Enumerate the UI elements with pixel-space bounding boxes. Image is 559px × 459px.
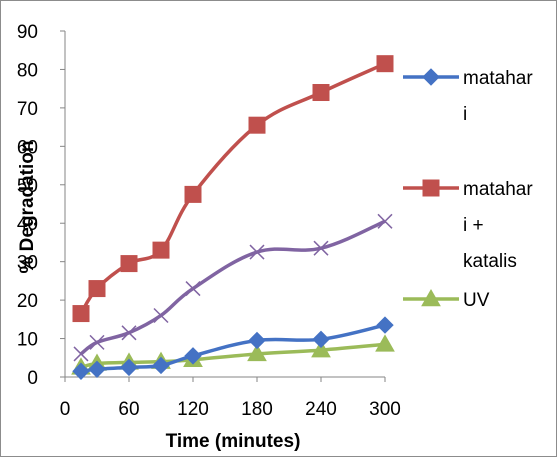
data-point-0-7 [376,316,394,334]
data-point-3-6 [311,340,331,358]
legend-entry-0: matahar i [403,68,533,125]
legend-label-line: i [463,104,467,125]
legend-swatch-marker [422,179,440,197]
data-point-3-5 [247,343,267,362]
x-tick-label-0: 0 [60,399,71,420]
y-tick-label-20: 20 [17,291,38,312]
y-tick-label-40: 40 [17,214,38,235]
x-axis-title: Time (minutes) [166,431,301,452]
data-point-0-1 [88,360,106,379]
series-line-2 [79,219,386,356]
data-point-1-1 [88,280,106,298]
data-point-0-4 [184,347,202,365]
y-tick-label-60: 60 [17,137,38,158]
data-point-1-7 [376,55,394,73]
data-point-1-5 [248,116,266,134]
data-point-1-2 [120,255,138,273]
data-point-2-3 [153,307,169,324]
legend: matahar i matahar i + katalis UV [403,68,533,311]
legend-entry-1: matahar i + katalis [403,179,533,272]
data-point-2-2 [121,325,137,341]
series-layer [71,55,395,380]
data-point-3-7 [375,334,395,352]
data-point-0-5 [248,331,266,350]
legend-swatch-marker [422,68,440,86]
x-tick-label-60: 60 [118,399,139,420]
series-1 [72,55,394,323]
y-tick-label-50: 50 [17,176,38,197]
data-point-2-6 [313,240,329,256]
legend-entry-3: UV [403,288,490,311]
y-tick-label-70: 70 [17,99,38,120]
legend-swatch-marker [421,288,441,307]
legend-label-line: matahar [463,179,533,200]
data-point-2-0 [73,346,89,362]
data-point-1-3 [152,241,170,259]
data-point-0-2 [120,358,138,377]
legend-label-line: katalis [463,251,517,272]
data-point-0-0 [72,362,90,380]
x-tick-label-180: 180 [241,399,273,420]
data-point-0-6 [312,330,330,349]
data-point-2-1 [89,334,105,350]
y-tick-label-0: 0 [27,368,38,389]
x-tick-label-240: 240 [305,399,337,420]
axes: 0 10 20 30 40 50 60 70 80 90 0 60 120 180 240 300 [17,22,401,420]
legend-label-line: i + [463,215,484,236]
x-tick-label-300: 300 [369,399,401,420]
data-point-2-7 [377,213,393,229]
data-point-1-6 [312,84,330,102]
y-axis-title: % Degradation [17,140,38,273]
series-0 [72,316,394,380]
data-point-2-5 [249,244,265,260]
y-tick-label-10: 10 [17,330,38,351]
data-point-2-4 [185,281,201,297]
data-point-1-4 [184,185,202,203]
y-tick-label-90: 90 [17,22,38,43]
legend-label-line: matahar [463,68,533,89]
series-line-1 [79,62,386,315]
legend-label-line: UV [463,290,490,311]
series-2 [73,213,393,362]
x-tick-label-120: 120 [177,399,209,420]
data-point-1-0 [72,305,90,323]
y-tick-label-80: 80 [17,60,38,81]
data-point-0-3 [152,356,170,375]
y-tick-label-30: 30 [17,253,38,274]
